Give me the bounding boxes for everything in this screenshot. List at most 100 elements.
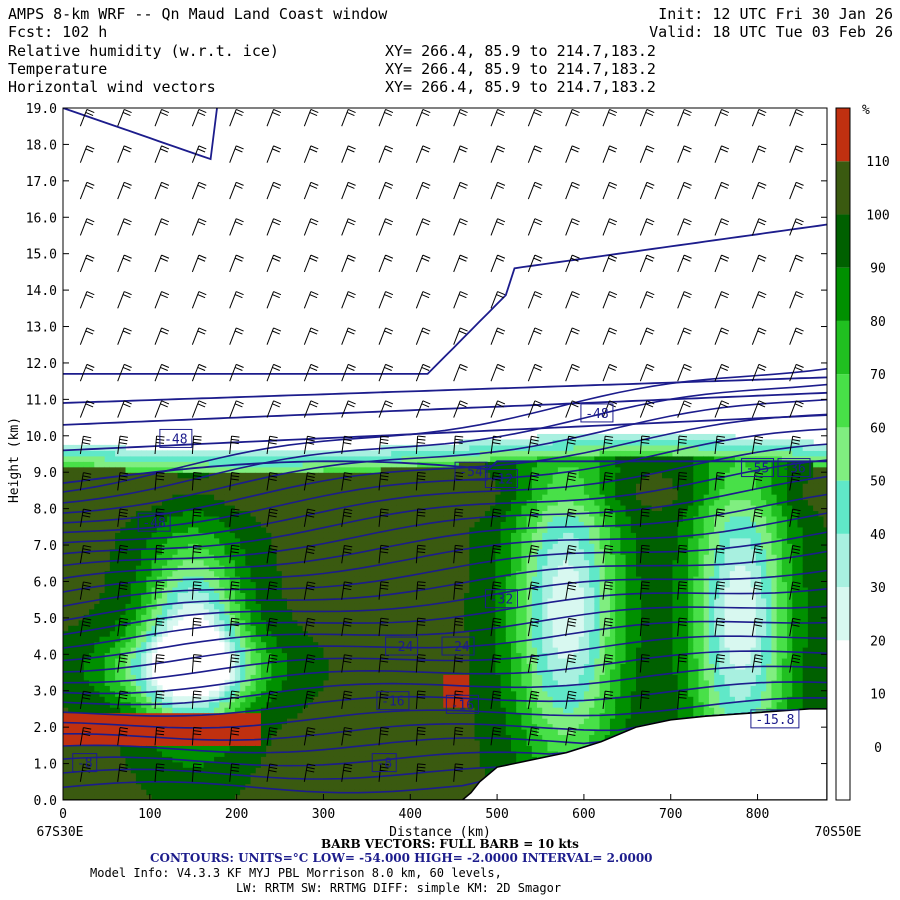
rh-cell: [167, 696, 173, 703]
rh-cell: [94, 739, 101, 746]
rh-cell: [208, 614, 215, 621]
rh-cell: [224, 581, 231, 588]
rh-cell: [328, 641, 335, 648]
rh-cell: [438, 685, 444, 692]
rh-cell: [302, 652, 309, 659]
rh-cell: [339, 734, 345, 741]
rh-cell: [266, 641, 272, 648]
rh-cell: [323, 586, 330, 593]
rh-cell: [443, 668, 450, 675]
rh-cell: [255, 674, 262, 681]
rh-cell: [161, 455, 168, 462]
rh-cell: [339, 647, 345, 654]
rh-cell: [292, 767, 299, 774]
rh-cell: [318, 559, 325, 566]
rh-cell: [401, 444, 408, 451]
rh-cell: [120, 674, 127, 681]
rh-cell: [141, 477, 147, 484]
rh-cell: [469, 559, 476, 566]
rh-cell: [412, 674, 418, 681]
rh-cell: [318, 603, 325, 610]
rh-cell: [208, 619, 215, 626]
rh-cell: [188, 745, 194, 752]
rh-cell: [135, 619, 142, 626]
rh-cell: [464, 597, 470, 604]
rh-cell: [297, 641, 304, 648]
rh-cell: [448, 450, 455, 457]
rh-cell: [167, 576, 173, 583]
rh-cell: [432, 674, 439, 681]
rh-cell: [474, 543, 481, 550]
rh-cell: [234, 674, 241, 681]
rh-cell: [443, 521, 450, 528]
rh-cell: [198, 499, 205, 506]
rh-cell: [427, 570, 434, 577]
rh-cell: [99, 581, 106, 588]
rh-cell: [63, 576, 69, 583]
rh-cell: [125, 543, 132, 550]
rh-cell: [412, 510, 418, 517]
rh-cell: [391, 794, 397, 800]
rh-cell: [302, 657, 309, 665]
rh-cell: [109, 712, 116, 719]
rh-cell: [234, 668, 241, 675]
rh-cell: [156, 570, 163, 577]
rh-cell: [328, 581, 335, 588]
rh-cell: [464, 472, 470, 479]
rh-cell: [339, 537, 345, 544]
rh-cell: [198, 483, 205, 490]
rh-cell: [94, 521, 101, 528]
rh-cell: [109, 521, 116, 528]
rh-cell: [167, 559, 173, 566]
rh-cell: [193, 761, 200, 768]
rh-cell: [203, 608, 210, 615]
rh-cell: [276, 455, 283, 462]
rh-cell: [83, 576, 90, 583]
rh-cell: [135, 630, 142, 637]
rh-cell: [219, 767, 226, 774]
rh-cell: [464, 565, 470, 572]
rh-cell: [63, 625, 69, 632]
rh-cell: [422, 750, 429, 757]
rh-cell: [385, 565, 392, 572]
rh-cell: [120, 510, 127, 517]
rh-cell: [203, 477, 210, 484]
rh-cell: [385, 499, 392, 506]
rh-cell: [391, 466, 397, 473]
rh-cell: [151, 597, 158, 604]
rh-cell: [380, 597, 387, 604]
rh-cell: [271, 630, 278, 637]
rh-cell: [354, 504, 361, 512]
rh-cell: [438, 488, 444, 495]
rh-cell: [422, 772, 429, 779]
rh-cell: [229, 745, 236, 752]
rh-cell: [380, 455, 387, 462]
rh-cell: [401, 685, 408, 692]
rh-cell: [443, 483, 450, 490]
rh-cell: [323, 712, 330, 719]
rh-cell: [89, 510, 95, 517]
rh-cell: [78, 521, 85, 528]
rh-cell: [396, 778, 403, 785]
rh-cell: [391, 532, 397, 539]
rh-cell: [229, 636, 236, 643]
rh-cell: [443, 526, 450, 533]
rh-cell: [135, 559, 142, 566]
rh-cell: [427, 521, 434, 528]
rh-cell: [307, 565, 314, 572]
rh-cell: [141, 750, 147, 757]
rh-cell: [73, 559, 80, 566]
rh-cell: [333, 581, 340, 588]
rh-cell: [453, 723, 460, 730]
rh-cell: [135, 690, 142, 697]
rh-cell: [375, 488, 382, 495]
rh-cell: [193, 559, 200, 566]
rh-cell: [297, 472, 304, 479]
rh-cell: [432, 608, 439, 615]
rh-cell: [438, 554, 444, 561]
rh-cell: [396, 745, 403, 752]
rh-cell: [177, 614, 184, 621]
rh-cell: [73, 608, 80, 615]
rh-cell: [73, 778, 80, 785]
rh-cell: [302, 537, 309, 544]
